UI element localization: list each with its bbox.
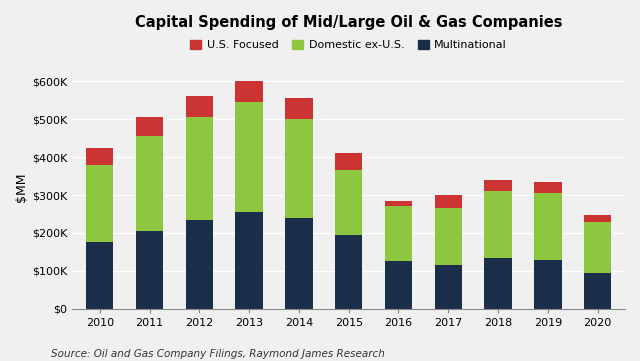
Bar — [236, 102, 263, 212]
Bar — [186, 96, 213, 117]
Bar — [584, 222, 611, 273]
Bar — [484, 191, 512, 258]
Bar — [534, 260, 561, 309]
Bar — [285, 218, 312, 309]
Bar — [435, 195, 462, 208]
Title: Capital Spending of Mid/Large Oil & Gas Companies: Capital Spending of Mid/Large Oil & Gas … — [135, 15, 563, 30]
Bar — [484, 258, 512, 309]
Bar — [335, 235, 362, 309]
Bar — [236, 212, 263, 309]
Bar — [285, 119, 312, 218]
Bar — [136, 117, 163, 136]
Bar — [385, 201, 412, 206]
Bar — [584, 215, 611, 222]
Bar — [136, 136, 163, 231]
Bar — [534, 193, 561, 260]
Bar — [584, 273, 611, 309]
Bar — [136, 231, 163, 309]
Bar — [385, 206, 412, 261]
Bar — [335, 170, 362, 235]
Bar — [186, 220, 213, 309]
Bar — [86, 243, 113, 309]
Y-axis label: $MM: $MM — [15, 173, 28, 202]
Legend: U.S. Focused, Domestic ex-U.S., Multinational: U.S. Focused, Domestic ex-U.S., Multinat… — [188, 38, 509, 52]
Bar — [484, 180, 512, 191]
Bar — [385, 261, 412, 309]
Bar — [86, 148, 113, 165]
Text: Source: Oil and Gas Company Filings, Raymond James Research: Source: Oil and Gas Company Filings, Ray… — [51, 349, 385, 360]
Bar — [534, 182, 561, 193]
Bar — [86, 165, 113, 243]
Bar — [285, 98, 312, 119]
Bar — [435, 265, 462, 309]
Bar — [236, 81, 263, 102]
Bar — [335, 153, 362, 170]
Bar — [186, 117, 213, 220]
Bar — [435, 208, 462, 265]
